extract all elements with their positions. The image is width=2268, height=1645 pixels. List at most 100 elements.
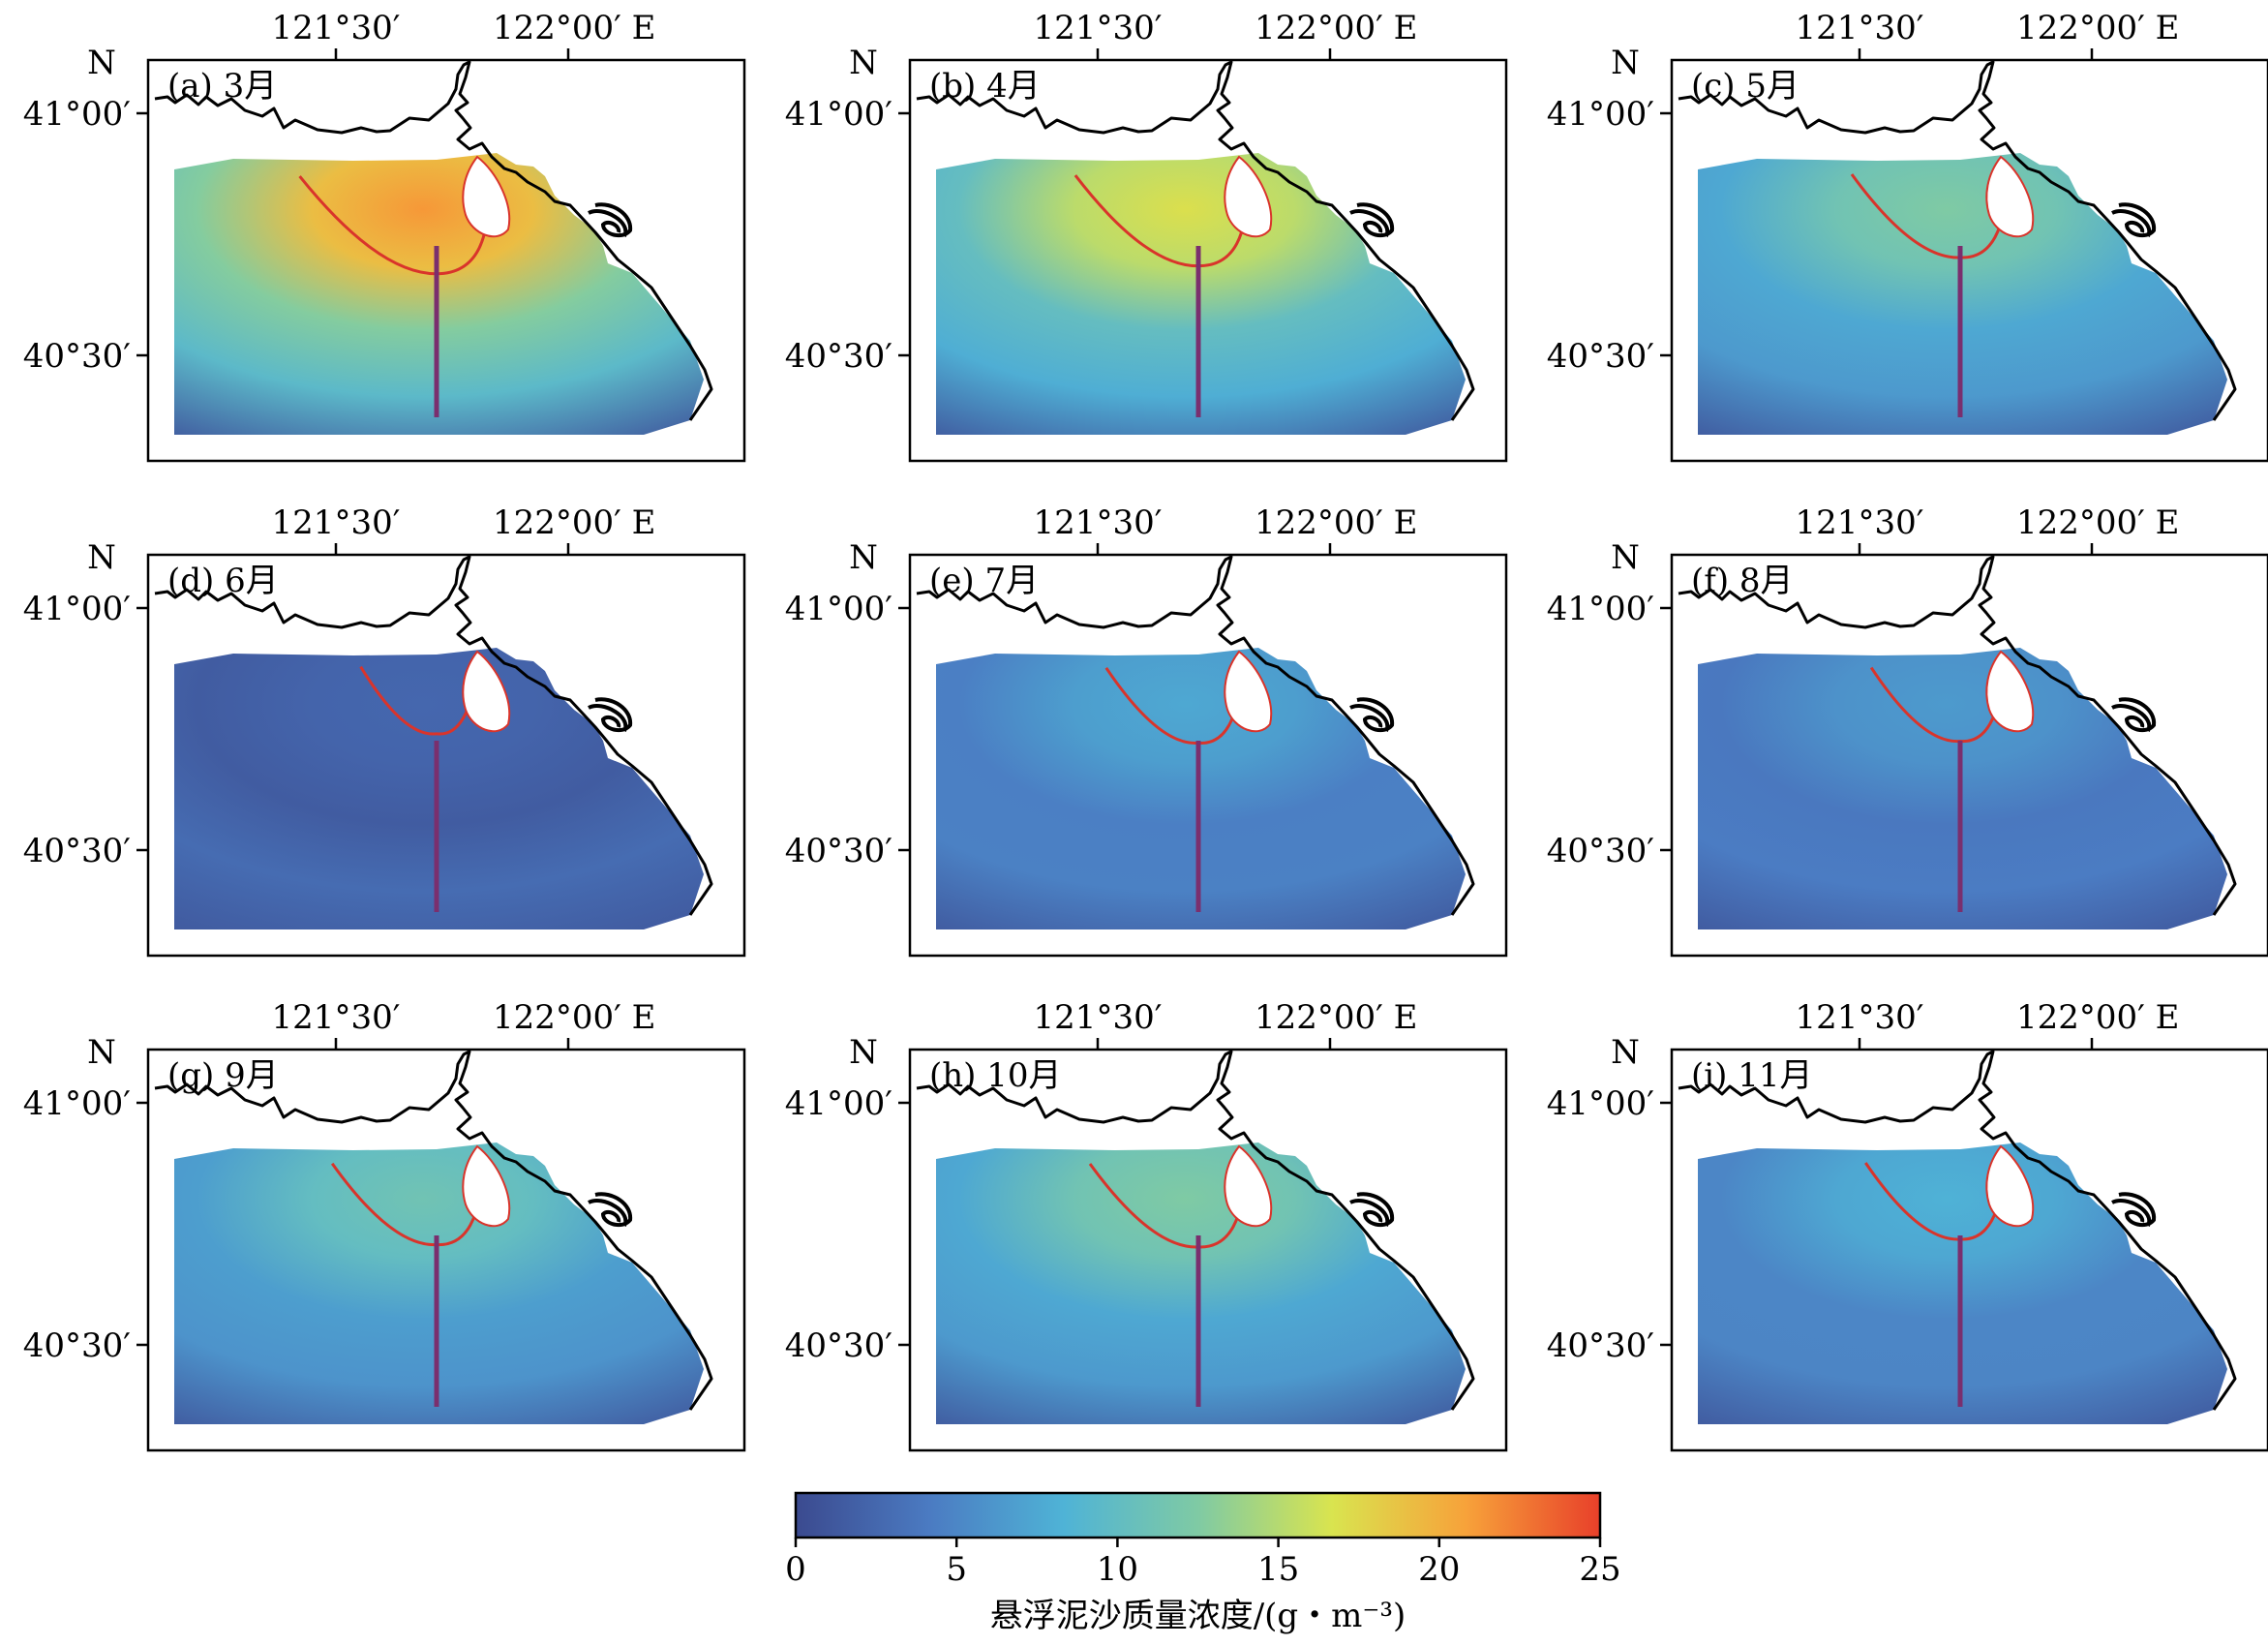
panel-label: (b) 4月	[929, 67, 1041, 106]
colorbar: 0 5 10 15 20 25 悬浮泥沙质量浓度/(g・m⁻³)	[785, 1491, 1621, 1635]
panel-frame	[146, 1048, 746, 1452]
lat-tick-label: 41°00′	[1547, 1084, 1654, 1123]
lon-tick-label: 122°00′ E	[493, 503, 656, 542]
lon-tick-label: 121°30′	[272, 503, 401, 542]
tidal-flat	[1224, 1144, 1273, 1228]
lon-tick-label: 121°30′	[1034, 998, 1163, 1037]
panel-label: (i) 11月	[1691, 1056, 1812, 1095]
panel-frame	[908, 1048, 1508, 1452]
panel-frame	[1670, 1048, 2268, 1452]
lon-tick-label: 121°30′	[272, 9, 401, 47]
map-panel: 121°30′ 122°00′ E N 41°00′ 40°30′ (h) 10月	[785, 998, 1508, 1452]
lon-tick-label: 122°00′ E	[2016, 503, 2180, 542]
north-label: N	[1611, 1033, 1640, 1072]
lon-tick-label: 121°30′	[1034, 503, 1163, 542]
north-label: N	[849, 44, 878, 82]
panel-label: (d) 6月	[167, 562, 279, 600]
lat-tick-label: 41°00′	[785, 590, 892, 628]
coastline	[1678, 555, 2237, 916]
colorbar-tick-label: 15	[1257, 1550, 1299, 1589]
panel-label: (e) 7月	[929, 562, 1039, 600]
tidal-flat	[1985, 1144, 2035, 1228]
coastline	[154, 555, 713, 916]
lon-tick-label: 122°00′ E	[493, 9, 656, 47]
map-panel: 121°30′ 122°00′ E N 41°00′ 40°30′ (g) 9月	[23, 998, 746, 1452]
north-label: N	[87, 1033, 116, 1072]
tidal-flat	[462, 1144, 511, 1228]
tidal-flat	[462, 155, 511, 238]
lon-tick-label: 122°00′ E	[493, 998, 656, 1037]
colorbar-tick-label: 20	[1418, 1550, 1460, 1589]
lat-tick-label: 41°00′	[1547, 95, 1654, 134]
lon-tick-label: 122°00′ E	[1255, 998, 1418, 1037]
island-outline	[2111, 202, 2157, 238]
island-outline	[1349, 1192, 1395, 1228]
lat-tick-label: 40°30′	[785, 337, 892, 376]
lat-tick-label: 41°00′	[23, 590, 131, 628]
panel-frame	[908, 553, 1508, 958]
lat-tick-label: 41°00′	[23, 1084, 131, 1123]
coastline	[154, 1050, 713, 1411]
island-outline	[588, 202, 633, 238]
north-label: N	[1611, 538, 1640, 577]
coastline	[1678, 60, 2237, 421]
north-label: N	[87, 44, 116, 82]
lat-tick-label: 41°00′	[1547, 590, 1654, 628]
tidal-flat	[1224, 155, 1273, 238]
colorbar-title: 悬浮泥沙质量浓度/(g・m⁻³)	[990, 1597, 1406, 1635]
panel-frame	[146, 58, 746, 463]
coastline	[1678, 1050, 2237, 1411]
lat-tick-label: 40°30′	[23, 1326, 131, 1365]
north-label: N	[849, 1033, 878, 1072]
island-outline	[588, 1192, 633, 1228]
lon-tick-label: 121°30′	[1796, 998, 1924, 1037]
lon-tick-label: 121°30′	[1796, 503, 1924, 542]
tidal-flat	[1224, 650, 1273, 733]
map-panel: 121°30′ 122°00′ E N 41°00′ 40°30′ (i) 11月	[1547, 998, 2268, 1452]
tidal-flat	[1985, 650, 2035, 733]
map-panel: 121°30′ 122°00′ E N 41°00′ 40°30′ (e) 7月	[785, 503, 1508, 958]
lat-tick-label: 40°30′	[23, 337, 131, 376]
coastline	[154, 60, 713, 421]
north-label: N	[1611, 44, 1640, 82]
lat-tick-label: 40°30′	[785, 1326, 892, 1365]
panel-frame	[146, 553, 746, 958]
north-label: N	[87, 538, 116, 577]
lon-tick-label: 122°00′ E	[2016, 9, 2180, 47]
panel-label: (a) 3月	[167, 67, 277, 106]
lat-tick-label: 40°30′	[23, 832, 131, 870]
panel-frame	[908, 58, 1508, 463]
colorbar-tick-label: 25	[1579, 1550, 1620, 1589]
panel-frame	[1670, 58, 2268, 463]
coastline	[916, 555, 1475, 916]
lon-tick-label: 122°00′ E	[1255, 503, 1418, 542]
lat-tick-label: 40°30′	[1547, 832, 1654, 870]
lat-tick-label: 41°00′	[785, 95, 892, 134]
island-outline	[588, 697, 633, 733]
tidal-flat	[1985, 155, 2035, 238]
island-outline	[1349, 202, 1395, 238]
lat-tick-label: 41°00′	[23, 95, 131, 134]
lat-tick-label: 40°30′	[785, 832, 892, 870]
panel-label: (g) 9月	[167, 1056, 279, 1095]
lon-tick-label: 121°30′	[272, 998, 401, 1037]
lon-tick-label: 122°00′ E	[2016, 998, 2180, 1037]
lat-tick-label: 40°30′	[1547, 337, 1654, 376]
north-label: N	[849, 538, 878, 577]
panel-label: (c) 5月	[1691, 67, 1799, 106]
tidal-flat	[462, 650, 511, 733]
lon-tick-label: 121°30′	[1034, 9, 1163, 47]
panel-frame	[1670, 553, 2268, 958]
coastline	[916, 60, 1475, 421]
map-panel: 121°30′ 122°00′ E N 41°00′ 40°30′ (d) 6月	[23, 503, 746, 958]
colorbar-tick-label: 5	[946, 1550, 967, 1589]
island-outline	[2111, 697, 2157, 733]
map-panel: 121°30′ 122°00′ E N 41°00′ 40°30′ (f) 8月	[1547, 503, 2268, 958]
lon-tick-label: 122°00′ E	[1255, 9, 1418, 47]
map-panel: 121°30′ 122°00′ E N 41°00′ 40°30′ (c) 5月	[1547, 9, 2268, 463]
lon-tick-label: 121°30′	[1796, 9, 1924, 47]
map-panel: 121°30′ 122°00′ E N 41°00′ 40°30′ (a) 3月	[23, 9, 746, 463]
colorbar-tick-label: 10	[1097, 1550, 1138, 1589]
